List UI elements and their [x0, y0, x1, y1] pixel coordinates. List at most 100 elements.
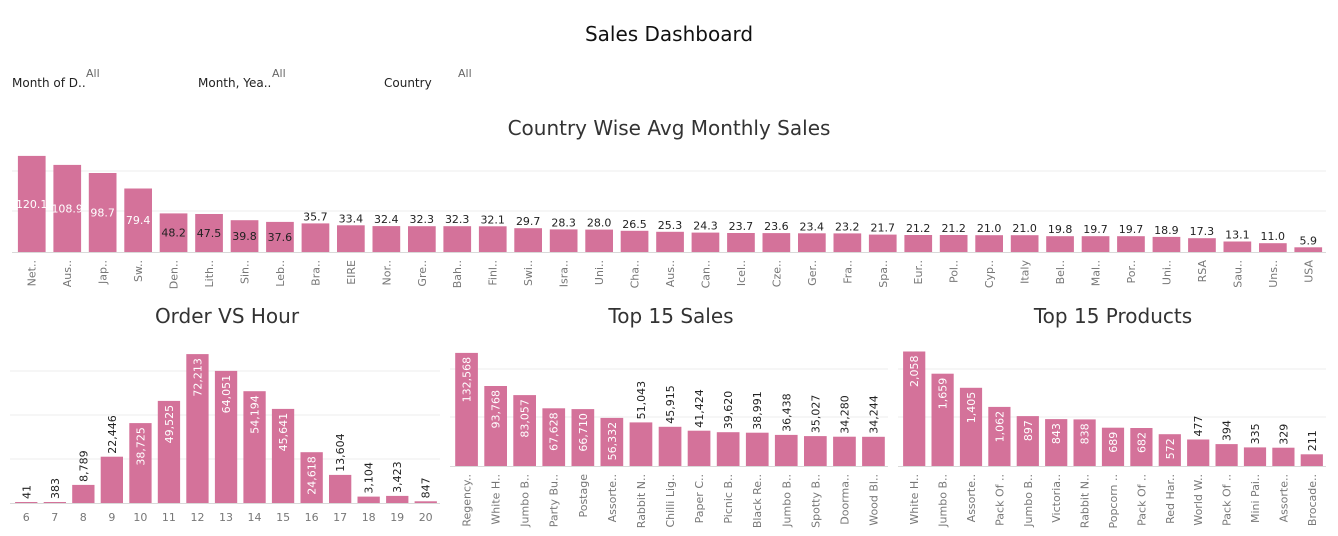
country-data-label: 28.0 — [587, 217, 612, 230]
country-bar — [975, 235, 1003, 252]
products-data-label: 843 — [1050, 423, 1063, 444]
country-tick-label: Net.. — [26, 260, 39, 286]
hour-tick-label: 16 — [305, 511, 319, 524]
products-bar — [1187, 439, 1210, 466]
hour-data-label: 72,213 — [192, 358, 205, 397]
sales-data-label: 39,620 — [722, 391, 735, 430]
country-bar — [1223, 241, 1252, 252]
products-tick-label: Assorte.. — [965, 474, 978, 522]
products-bar — [1016, 416, 1039, 466]
country-tick-label: RSA — [1196, 260, 1209, 283]
filter-month-of-date[interactable]: Month of D.. All — [12, 67, 100, 90]
products-bar — [1130, 428, 1153, 466]
country-tick-label: Cyp.. — [983, 260, 996, 288]
country-bar — [1081, 236, 1110, 252]
hour-data-label: 383 — [49, 478, 62, 499]
products-tick-label: White H.. — [908, 474, 921, 525]
products-data-label: 682 — [1135, 432, 1148, 453]
country-bar — [549, 229, 578, 252]
hour-tick-label: 7 — [51, 511, 58, 524]
hour-tick-label: 12 — [191, 511, 205, 524]
country-tick-label: Bel.. — [1054, 260, 1067, 284]
sales-data-label: 38,991 — [751, 391, 764, 430]
country-data-label: 23.6 — [764, 220, 789, 233]
hour-tick-label: 20 — [419, 511, 433, 524]
products-tick-label: Pack Of .. — [993, 474, 1006, 526]
products-bar — [1101, 427, 1125, 466]
country-bar — [620, 230, 649, 252]
country-data-label: 21.2 — [941, 222, 966, 235]
products-data-label: 335 — [1249, 423, 1262, 444]
country-bar — [762, 233, 791, 252]
hour-tick-label: 17 — [333, 511, 347, 524]
country-data-label: 32.3 — [445, 213, 470, 226]
hour-data-label: 3,423 — [391, 461, 404, 493]
products-data-label: 2,058 — [908, 356, 921, 388]
country-data-label: 24.3 — [693, 220, 718, 233]
sales-bar — [774, 434, 798, 466]
filter-label: Month, Yea.. — [198, 76, 272, 90]
country-tick-label: Gre.. — [416, 260, 429, 287]
country-tick-label: Sau.. — [1231, 260, 1244, 288]
hour-tick-label: 13 — [219, 511, 233, 524]
country-data-label: 18.9 — [1154, 224, 1179, 237]
hour-data-label: 64,051 — [220, 375, 233, 414]
country-bar — [372, 226, 401, 252]
country-tick-label: Mal.. — [1090, 260, 1103, 286]
country-tick-label: Swi.. — [522, 260, 535, 286]
country-data-label: 29.7 — [516, 215, 541, 228]
country-bar — [1294, 247, 1323, 252]
products-bar — [1215, 444, 1238, 466]
country-tick-label: Sw.. — [132, 260, 145, 282]
sales-data-label: 67,628 — [548, 412, 561, 451]
country-bar — [408, 226, 436, 252]
products-data-label: 329 — [1277, 424, 1290, 445]
country-tick-label: Nor.. — [380, 260, 393, 285]
country-data-label: 19.7 — [1083, 223, 1108, 236]
products-data-label: 838 — [1079, 423, 1092, 444]
filter-value[interactable]: All — [458, 67, 472, 80]
country-data-label: 98.7 — [90, 207, 115, 220]
sales-data-label: 34,244 — [868, 395, 881, 434]
country-data-label: 19.7 — [1119, 223, 1144, 236]
filter-label: Month of D.. — [12, 76, 86, 90]
country-data-label: 23.2 — [835, 220, 860, 233]
sales-bar — [542, 408, 566, 466]
filter-month-year[interactable]: Month, Yea.. All — [198, 67, 286, 90]
hour-data-label: 49,525 — [163, 405, 176, 444]
products-data-label: 1,062 — [993, 411, 1006, 443]
sales-tick-label: Postage — [577, 474, 590, 518]
country-tick-label: Den.. — [168, 260, 181, 289]
products-bar — [1300, 454, 1323, 466]
country-bar — [1188, 238, 1216, 252]
sales-tick-label: Paper C.. — [693, 474, 706, 523]
products-tick-label: Pack Of .. — [1135, 474, 1148, 526]
hour-tick-label: 9 — [108, 511, 115, 524]
filter-country[interactable]: Country All — [384, 67, 472, 90]
hour-data-label: 847 — [420, 477, 433, 498]
hour-bar — [214, 370, 238, 503]
sales-tick-label: Black Re.. — [751, 474, 764, 528]
filter-value[interactable]: All — [272, 67, 286, 80]
products-data-label: 211 — [1306, 430, 1319, 451]
hour-data-label: 22,446 — [106, 415, 119, 454]
country-chart-title: Country Wise Avg Monthly Sales — [507, 116, 831, 140]
hour-bar — [414, 501, 437, 503]
sales-data-label: 83,057 — [519, 399, 532, 438]
country-data-label: 32.4 — [374, 213, 399, 226]
hour-bar — [100, 456, 123, 503]
country-tick-label: Aus.. — [664, 260, 677, 287]
filter-value[interactable]: All — [86, 67, 100, 80]
sales-tick-label: Picnic B.. — [722, 474, 735, 524]
country-tick-label: EIRE — [345, 260, 358, 285]
country-bar — [939, 235, 968, 252]
country-tick-label: Italy — [1019, 260, 1032, 284]
products-tick-label: World W.. — [1192, 474, 1205, 526]
sales-tick-label: Assorte.. — [606, 474, 619, 522]
sales-data-label: 36,438 — [780, 393, 793, 432]
country-bar — [443, 226, 472, 252]
products-tick-label: Jumbo B.. — [937, 474, 950, 528]
hour-bar — [271, 408, 295, 503]
country-bar — [17, 155, 46, 252]
country-tick-label: Bra.. — [309, 260, 322, 286]
